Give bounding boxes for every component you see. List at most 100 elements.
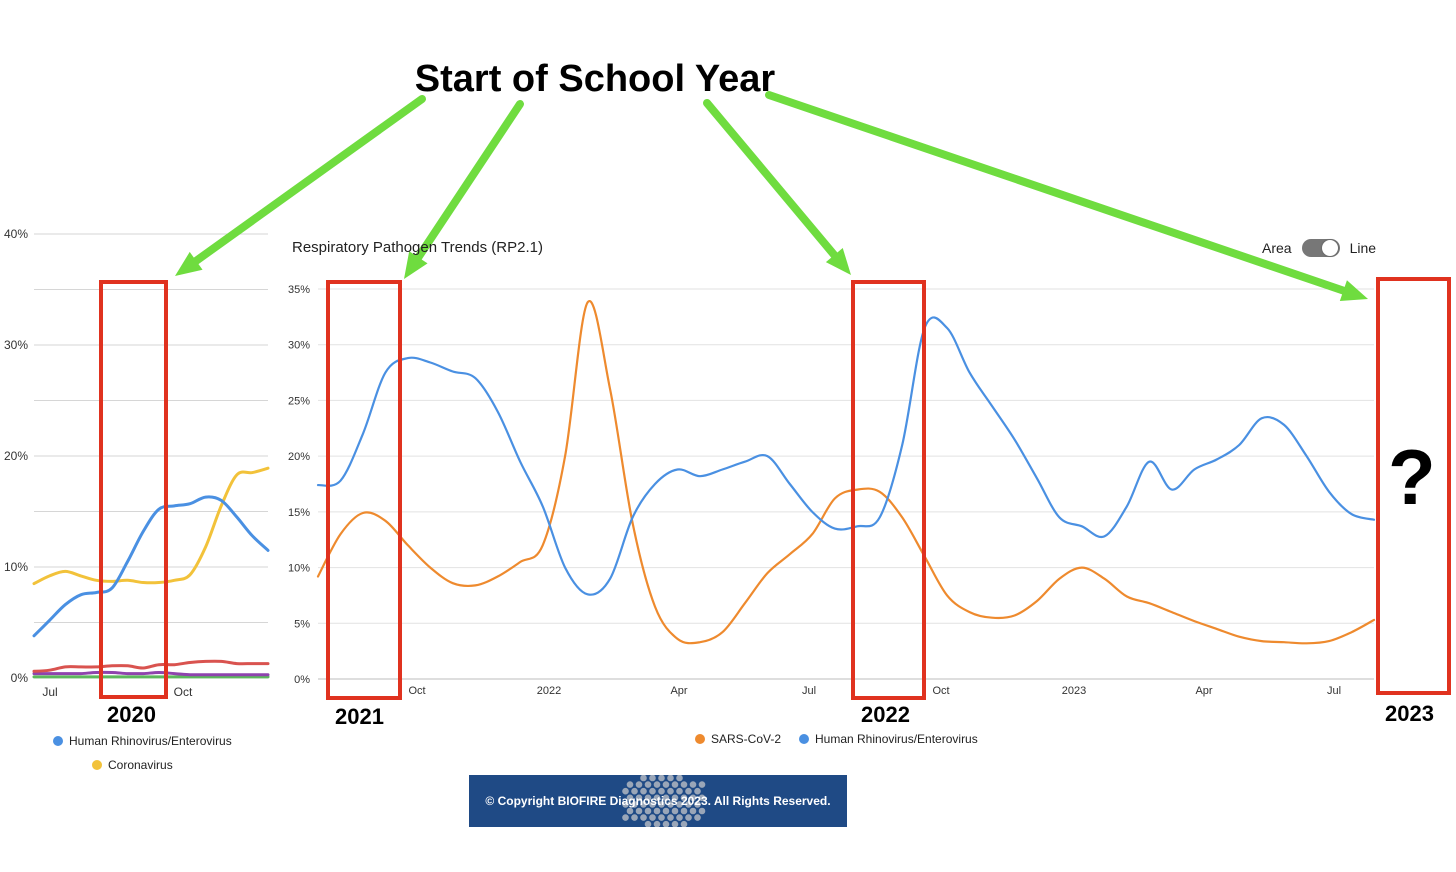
y-tick-label: 20% xyxy=(4,449,28,463)
logo-dot xyxy=(626,794,634,802)
legend-right-sars[interactable]: SARS-CoV-2 xyxy=(695,732,781,746)
logo-dot xyxy=(622,801,629,808)
legend-right-rhino[interactable]: Human Rhinovirus/Enterovirus xyxy=(799,732,978,746)
highlight-box-2023 xyxy=(1376,277,1451,695)
y-tick-label: 15% xyxy=(288,507,310,519)
legend-dot-icon xyxy=(695,734,705,744)
year-label-2023: 2023 xyxy=(1385,701,1434,726)
highlight-boxes xyxy=(99,277,1451,700)
y-tick-label: 10% xyxy=(288,563,310,575)
arrow-shaft xyxy=(414,100,524,262)
logo-dot xyxy=(653,807,661,815)
logo-dot xyxy=(640,814,647,821)
logo-dot xyxy=(689,807,697,815)
logo-dot xyxy=(626,781,634,788)
logo-dot xyxy=(680,820,688,827)
x-tick-label: 2022 xyxy=(537,685,561,697)
logo-dot xyxy=(667,775,674,782)
y-tick-label: 25% xyxy=(288,395,310,407)
logo-dot xyxy=(680,807,688,815)
logo-dot xyxy=(635,794,643,802)
copyright-text: © Copyright BIOFIRE Diagnostics 2023. Al… xyxy=(485,794,831,808)
series-line-rhino xyxy=(32,495,270,638)
toggle-area-label: Area xyxy=(1262,240,1292,256)
logo-dot xyxy=(694,787,701,795)
legend-left-corona[interactable]: Coronavirus xyxy=(92,758,173,772)
right-chart-series xyxy=(316,299,1376,645)
logo-dot xyxy=(658,787,665,795)
hexagon-logo-icon xyxy=(622,775,706,827)
logo-dot xyxy=(662,807,670,815)
logo-dot xyxy=(653,781,661,788)
x-tick-label: Oct xyxy=(408,685,425,697)
logo-dot xyxy=(658,814,665,821)
year-label-2020: 2020 xyxy=(107,702,156,727)
logo-dot xyxy=(667,801,674,808)
logo-dot xyxy=(658,801,665,808)
year-label-2022: 2022 xyxy=(861,702,910,727)
logo-dot xyxy=(671,781,679,788)
arrow-shaft xyxy=(765,91,1348,295)
logo-dot xyxy=(644,781,652,788)
highlight-box-2021 xyxy=(326,280,402,700)
series-line-red xyxy=(32,659,270,673)
logo-dot xyxy=(694,801,701,808)
logo-dot xyxy=(680,781,688,788)
logo-dot xyxy=(671,807,679,815)
logo-dot xyxy=(676,787,683,795)
series-line-rhino xyxy=(316,316,1376,596)
left-chart-tick-labels: 0% 10% 20% 30% 40% Jul Oct xyxy=(4,227,193,699)
logo-dot xyxy=(640,801,647,808)
right-chart-grid xyxy=(318,288,1374,680)
arrow-to-2021 xyxy=(404,100,524,279)
arrow-to-2023 xyxy=(765,91,1368,302)
logo-dot xyxy=(676,814,683,821)
x-tick-label: Oct xyxy=(932,685,949,697)
series-line-purple xyxy=(32,670,270,677)
logo-dot xyxy=(694,814,701,821)
legend-dot-icon xyxy=(799,734,809,744)
toggle-knob xyxy=(1321,240,1338,256)
annotation-arrows xyxy=(175,91,1368,302)
logo-dot xyxy=(667,787,674,795)
logo-dot xyxy=(685,787,692,795)
logo-dot xyxy=(653,820,661,827)
legend-left-rhino[interactable]: Human Rhinovirus/Enterovirus xyxy=(53,734,232,748)
legend-label: SARS-CoV-2 xyxy=(711,732,782,746)
y-tick-label: 0% xyxy=(11,671,29,685)
logo-dot xyxy=(644,820,652,827)
legend-label: Coronavirus xyxy=(108,758,173,772)
highlight-box-2020 xyxy=(99,280,168,699)
logo-dot xyxy=(622,787,629,795)
logo-dot xyxy=(622,814,629,821)
logo-dot xyxy=(689,794,697,802)
arrow-shaft xyxy=(703,99,839,260)
toggle-switch[interactable] xyxy=(1301,239,1340,257)
x-tick-label: Apr xyxy=(1195,685,1212,697)
logo-dot xyxy=(631,801,638,808)
copyright-banner: © Copyright BIOFIRE Diagnostics 2023. Al… xyxy=(469,775,847,827)
y-tick-label: 40% xyxy=(4,227,28,241)
logo-dot xyxy=(631,787,638,795)
y-tick-label: 35% xyxy=(288,284,310,296)
arrow-head xyxy=(825,248,851,275)
logo-dot xyxy=(685,801,692,808)
logo-dot xyxy=(644,807,652,815)
logo-dot xyxy=(631,814,638,821)
arrow-shaft xyxy=(192,95,426,265)
logo-dot xyxy=(649,814,656,821)
logo-dot xyxy=(667,814,674,821)
logo-dot xyxy=(698,781,706,788)
left-chart-series xyxy=(32,466,270,679)
logo-dot xyxy=(644,794,652,802)
left-chart-grid xyxy=(34,233,268,679)
y-tick-label: 20% xyxy=(288,451,310,463)
area-line-toggle[interactable]: Area Line xyxy=(1262,239,1376,257)
logo-dot xyxy=(698,794,706,802)
y-tick-label: 5% xyxy=(294,618,310,630)
logo-dot xyxy=(649,787,656,795)
arrow-to-2020 xyxy=(175,95,426,276)
logo-dot xyxy=(689,781,697,788)
legend-dot-icon xyxy=(92,760,102,770)
